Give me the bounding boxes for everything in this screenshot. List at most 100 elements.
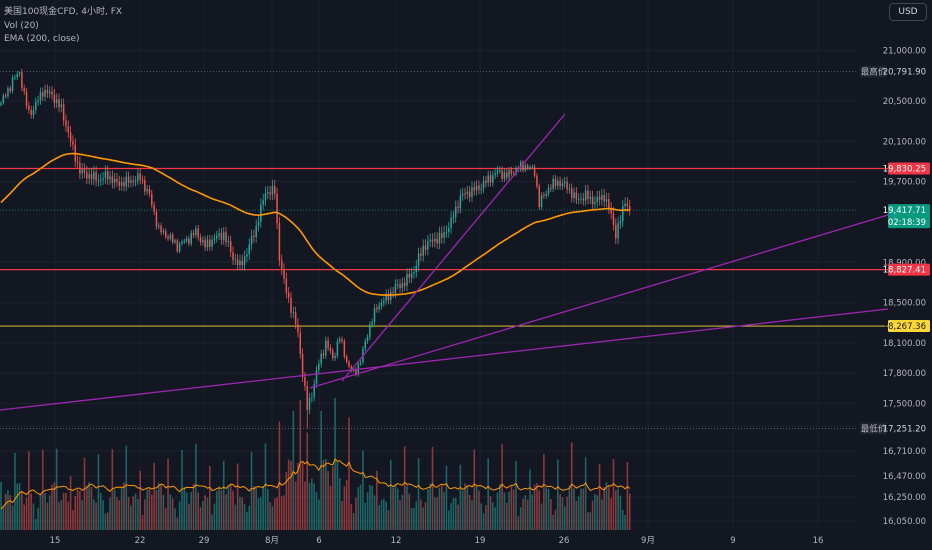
volume-bar (111, 449, 114, 530)
candle-body (276, 193, 278, 224)
price-axis[interactable]: 21,000.00 20,500.00 20,100.00 19,700.00 18,9… (883, 47, 926, 527)
volume-bar (169, 494, 172, 530)
trendline-long[interactable] (0, 308, 889, 411)
volume-bar (547, 488, 550, 530)
volume-bar (236, 463, 239, 530)
candle-body (55, 99, 58, 104)
volume-bar (90, 487, 93, 530)
candle-body (461, 193, 464, 196)
volume-bar (429, 483, 431, 530)
volume-bar (584, 457, 587, 530)
volume-bar (16, 483, 19, 530)
candle-body (311, 397, 313, 399)
candle-body (512, 173, 515, 175)
volume-bar (531, 494, 534, 530)
volume-bar (533, 484, 536, 530)
volume-bar (294, 481, 297, 530)
candle-body (522, 162, 524, 171)
candle-body (515, 168, 517, 174)
candle-body (325, 340, 327, 356)
volume-bar (60, 499, 63, 530)
volume-tick-label: 16,470.00 (883, 472, 926, 482)
candle-body (436, 238, 438, 244)
volume-bar (355, 497, 357, 530)
candle-body (76, 161, 79, 163)
price-tag-bg (888, 162, 930, 175)
candle-body (250, 235, 253, 245)
volume-bar (362, 450, 364, 530)
volume-bar (480, 503, 483, 530)
volume-bar (204, 495, 206, 530)
candle-body (120, 182, 123, 186)
volume-indicator-label[interactable]: Vol (20) (4, 20, 39, 31)
candle-body (222, 232, 225, 241)
candle-body (25, 91, 28, 106)
candle-body (192, 233, 195, 236)
candle-body (392, 291, 394, 294)
volume-bar (413, 507, 415, 530)
volume-bar (522, 498, 524, 530)
volume-bar (308, 482, 311, 530)
candle-body (72, 141, 74, 145)
currency-button[interactable]: USD (889, 3, 927, 21)
time-axis[interactable]: 15 22 29 8月 6 12 19 26 9月 9 16 (50, 536, 824, 546)
volume-bar (255, 488, 257, 530)
candle-body (125, 176, 128, 187)
volume-bar (202, 500, 204, 530)
candle-body (466, 191, 469, 194)
volume-bar (501, 444, 503, 530)
candle-body (538, 186, 540, 208)
volume-bar (338, 477, 341, 530)
volume-bar (306, 432, 309, 530)
volume-bar (35, 519, 37, 530)
candle-body (195, 228, 197, 236)
volume-bar (44, 492, 46, 530)
volume-bar (427, 489, 429, 530)
candle-body (304, 377, 306, 387)
trend-lines[interactable] (0, 113, 889, 411)
candle-body (44, 89, 46, 97)
candle-body (283, 269, 285, 279)
trendline-medium[interactable] (309, 214, 889, 389)
candle-body (232, 252, 234, 260)
candle-body (408, 273, 411, 278)
volume-bar (387, 510, 390, 530)
candle-body (67, 126, 70, 133)
volume-bar (41, 449, 44, 530)
candle-body (573, 192, 575, 198)
time-tick-label: 9月 (641, 536, 655, 546)
volume-bar (403, 446, 406, 530)
candle-body (376, 307, 378, 310)
candle-body (626, 203, 629, 207)
volume-bar (598, 463, 601, 530)
candle-body (81, 169, 83, 174)
price-tag-value: 18,267.36 (883, 322, 926, 332)
candle-body (492, 175, 494, 183)
volume-bar (603, 487, 605, 530)
volume-bar (334, 398, 336, 530)
candle-body (199, 237, 202, 243)
volume-bar (512, 489, 515, 530)
candle-body (7, 88, 9, 97)
volume-bar (48, 495, 51, 530)
trendline-steep[interactable] (341, 113, 566, 382)
volume-bar (318, 499, 320, 530)
candle-body (220, 233, 223, 241)
time-tick-label: 9 (730, 536, 735, 546)
candle-body (18, 72, 21, 74)
candle-body (557, 180, 559, 186)
candle-body (160, 225, 162, 233)
volume-bar (352, 513, 355, 530)
candle-body (109, 176, 111, 180)
volume-bars (0, 398, 631, 530)
symbol-title[interactable]: 美国100现金CFD, 4小时, FX (4, 7, 123, 17)
candle-body (394, 284, 397, 294)
candle-body (171, 234, 174, 243)
candle-body (2, 95, 5, 104)
candle-body (399, 284, 401, 288)
ema-indicator-label[interactable]: EMA (200, close) (4, 34, 80, 44)
candle-body (508, 169, 510, 178)
price-tag-bg (888, 65, 930, 78)
price-tag-label-bg (860, 422, 887, 435)
